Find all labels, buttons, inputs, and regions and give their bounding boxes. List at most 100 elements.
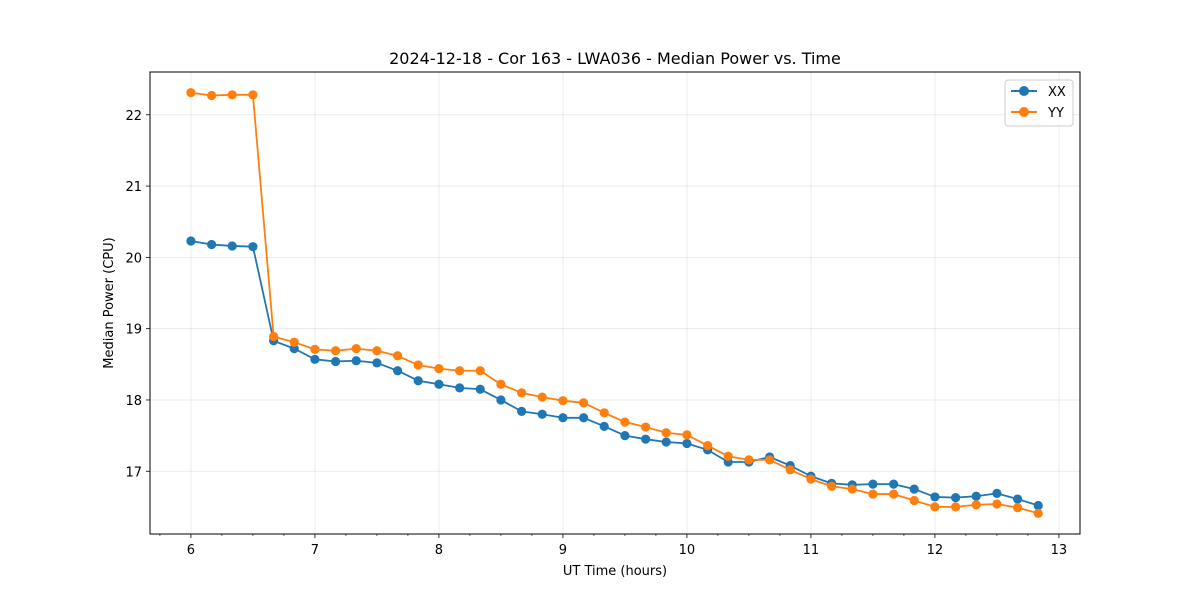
- data-point-yy: [806, 474, 816, 484]
- data-point-xx: [1033, 500, 1043, 511]
- y-axis-label: Median Power (CPU): [102, 237, 117, 368]
- data-point-yy: [682, 430, 692, 440]
- legend-label-xx: XX: [1048, 85, 1066, 100]
- data-point-yy: [661, 428, 671, 438]
- data-point-xx: [558, 413, 568, 423]
- data-point-xx: [537, 409, 547, 419]
- legend-marker-xx: [1019, 86, 1029, 96]
- data-point-yy: [951, 502, 961, 512]
- plot-area: [186, 88, 1043, 518]
- legend-marker-yy: [1019, 107, 1029, 117]
- data-point-yy: [847, 484, 857, 494]
- data-point-xx: [455, 383, 465, 393]
- data-point-xx: [868, 479, 878, 489]
- data-point-yy: [351, 344, 361, 354]
- data-point-xx: [641, 434, 651, 444]
- data-point-yy: [868, 489, 878, 499]
- data-point-xx: [971, 491, 981, 501]
- x-tick-label: 11: [803, 543, 820, 558]
- data-point-yy: [496, 379, 506, 389]
- data-point-xx: [413, 376, 423, 386]
- data-point-xx: [186, 236, 196, 246]
- plot-frame: [149, 71, 1081, 535]
- data-point-xx: [620, 431, 630, 441]
- data-point-yy: [331, 346, 341, 356]
- data-point-xx: [331, 356, 341, 367]
- data-point-yy: [992, 499, 1002, 509]
- data-point-xx: [207, 239, 217, 250]
- data-point-xx: [930, 492, 940, 502]
- x-tick-label: 13: [1051, 543, 1068, 558]
- data-point-xx: [909, 484, 919, 494]
- data-point-yy: [765, 455, 775, 465]
- y-tick-label: 18: [125, 394, 142, 409]
- data-point-yy: [537, 392, 547, 402]
- x-tick-label: 9: [559, 543, 567, 558]
- x-axis: 6 7 8 9 10 11 12 13: [159, 534, 1068, 558]
- data-point-xx: [248, 242, 258, 252]
- data-point-xx: [682, 438, 692, 449]
- data-point-yy: [599, 408, 609, 418]
- data-point-yy: [579, 398, 589, 408]
- data-point-yy: [620, 417, 630, 427]
- data-point-xx: [496, 395, 506, 405]
- data-point-yy: [248, 90, 258, 100]
- y-axis: 17 18 19 20 21 22: [125, 109, 150, 480]
- data-point-yy: [827, 481, 837, 491]
- data-point-yy: [413, 360, 423, 370]
- y-tick-label: 22: [125, 109, 142, 124]
- data-point-yy: [1033, 508, 1043, 518]
- data-point-xx: [889, 479, 899, 489]
- data-point-yy: [703, 440, 713, 451]
- data-point-yy: [310, 344, 320, 354]
- data-point-xx: [310, 354, 320, 364]
- data-point-xx: [579, 413, 589, 423]
- data-point-yy: [641, 422, 651, 432]
- y-tick-label: 17: [125, 465, 142, 480]
- data-point-xx: [372, 358, 382, 368]
- data-point-yy: [393, 351, 403, 361]
- data-point-xx: [475, 384, 485, 394]
- data-point-xx: [434, 379, 444, 389]
- data-point-yy: [372, 346, 382, 356]
- x-tick-label: 10: [679, 543, 696, 558]
- legend: XX YY: [1004, 79, 1074, 127]
- data-point-yy: [723, 451, 733, 461]
- data-point-xx: [661, 437, 671, 447]
- data-point-yy: [1013, 503, 1023, 513]
- data-point-yy: [558, 396, 568, 406]
- y-tick-label: 21: [125, 180, 142, 195]
- x-tick-label: 8: [435, 543, 443, 558]
- chart-title: 2024-12-18 - Cor 163 - LWA036 - Median P…: [389, 49, 841, 68]
- data-point-xx: [351, 356, 361, 366]
- data-point-xx: [227, 241, 237, 251]
- data-point-yy: [744, 455, 754, 465]
- data-point-yy: [186, 88, 196, 98]
- data-point-yy: [207, 90, 217, 101]
- legend-label-yy: YY: [1047, 106, 1064, 121]
- x-tick-label: 6: [187, 543, 195, 558]
- data-point-yy: [909, 495, 919, 506]
- data-point-yy: [475, 366, 485, 376]
- x-tick-label: 7: [311, 543, 319, 558]
- data-point-yy: [434, 363, 444, 374]
- data-point-xx: [289, 344, 299, 354]
- x-tick-label: 12: [927, 543, 944, 558]
- grid: [150, 72, 1080, 534]
- data-point-yy: [971, 500, 981, 510]
- data-point-yy: [227, 90, 237, 100]
- data-point-yy: [517, 388, 527, 398]
- data-point-xx: [393, 366, 403, 376]
- data-point-yy: [930, 502, 940, 512]
- y-tick-label: 20: [125, 251, 142, 266]
- data-point-yy: [455, 366, 465, 376]
- data-point-yy: [289, 337, 299, 347]
- data-point-yy: [889, 489, 899, 499]
- data-point-xx: [517, 406, 527, 416]
- x-axis-label: UT Time (hours): [563, 564, 667, 579]
- data-point-yy: [269, 331, 279, 342]
- y-tick-label: 19: [125, 323, 142, 338]
- data-point-xx: [992, 488, 1002, 498]
